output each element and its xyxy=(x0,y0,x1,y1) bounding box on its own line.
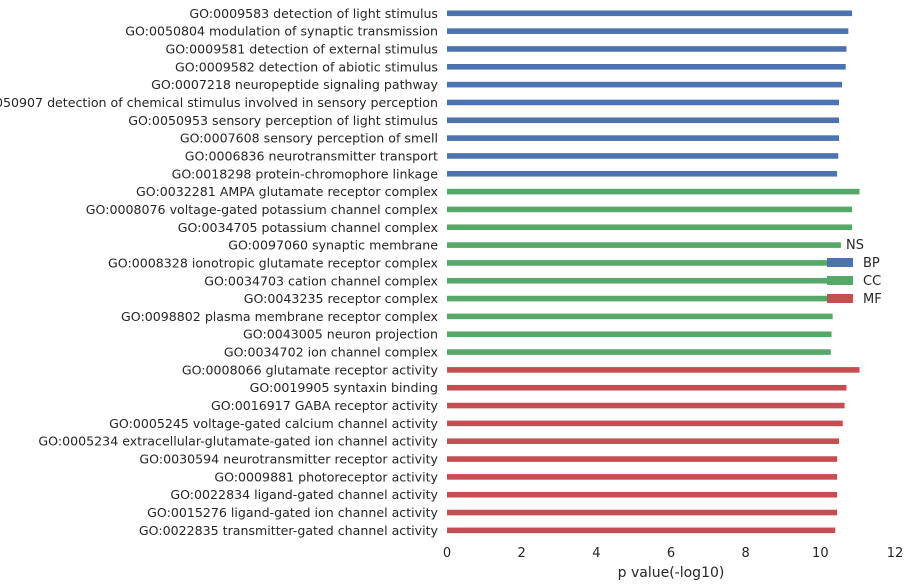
category-label: GO:0016917 GABA receptor activity xyxy=(211,398,439,413)
bar-cc-4 xyxy=(447,260,839,266)
category-label: GO:0008066 glutamate receptor activity xyxy=(182,362,439,377)
x-tick-label: 12 xyxy=(887,546,904,561)
bar-mf-8 xyxy=(447,509,838,516)
category-label: GO:0030594 neurotransmitter receptor act… xyxy=(139,452,438,467)
category-label: GO:0032281 AMPA glutamate receptor compl… xyxy=(136,184,439,199)
category-label: GO:0022835 transmitter-gated channel act… xyxy=(139,523,439,538)
x-tick-label: 8 xyxy=(742,546,750,561)
category-label: GO:0043235 receptor complex xyxy=(244,291,439,306)
bar-bp-1 xyxy=(447,28,849,34)
category-label: GO:0009583 detection of light stimulus xyxy=(189,6,438,21)
category-label: GO:0097060 synaptic membrane xyxy=(228,238,438,253)
category-label: GO:0009582 detection of abiotic stimulus xyxy=(175,59,438,74)
category-label: GO:0005234 extracellular-glutamate-gated… xyxy=(38,434,438,449)
bar-mf-1 xyxy=(447,384,847,391)
category-label: GO:0050804 modulation of synaptic transm… xyxy=(125,24,438,39)
bar-cc-0 xyxy=(447,188,860,195)
bar-bp-4 xyxy=(447,81,842,88)
bar-mf-7 xyxy=(447,491,838,498)
category-label: GO:0022834 ligand-gated channel activity xyxy=(170,487,438,502)
bar-cc-5 xyxy=(447,277,836,284)
legend-label-mf: MF xyxy=(863,292,882,307)
bar-mf-6 xyxy=(447,474,838,480)
category-label: GO:0007608 sensory perception of smell xyxy=(180,131,438,146)
category-label: GO:0098802 plasma membrane receptor comp… xyxy=(121,309,439,324)
x-axis-label: p value(-log10) xyxy=(618,565,725,581)
category-label: GO:0050953 sensory perception of light s… xyxy=(128,113,438,128)
bar-bp-6 xyxy=(447,117,839,124)
bar-cc-3 xyxy=(447,242,841,248)
bar-cc-6 xyxy=(447,295,835,302)
category-label: GO:0005245 voltage-gated calcium channel… xyxy=(109,416,438,431)
bar-bp-7 xyxy=(447,135,839,141)
bar-bp-8 xyxy=(447,153,839,159)
x-tick-label: 0 xyxy=(443,546,451,561)
bar-bp-2 xyxy=(447,46,847,52)
bar-cc-7 xyxy=(447,313,833,320)
bar-cc-2 xyxy=(447,224,853,231)
bar-bp-0 xyxy=(447,10,853,17)
category-label: GO:0018298 protein-chromophore linkage xyxy=(172,166,439,181)
category-label: GO:0009581 detection of external stimulu… xyxy=(165,41,438,56)
category-label: GO:0050907 detection of chemical stimulu… xyxy=(0,95,438,110)
bar-mf-2 xyxy=(447,402,845,409)
x-tick-label: 4 xyxy=(592,546,600,561)
x-axis: 0 2 4 6 8 10 12 xyxy=(443,546,903,561)
category-label: GO:0008328 ionotropic glutamate receptor… xyxy=(108,255,438,270)
category-label: GO:0034703 cation channel complex xyxy=(204,273,438,288)
legend: NS BP CC MF xyxy=(827,238,882,307)
legend-label-cc: CC xyxy=(863,274,881,289)
x-tick-label: 6 xyxy=(667,546,675,561)
bar-mf-9 xyxy=(447,527,836,534)
bars-group xyxy=(447,10,860,534)
bar-bp-9 xyxy=(447,170,838,177)
category-label: GO:0009881 photoreceptor activity xyxy=(214,469,438,484)
category-label: GO:0008076 voltage-gated potassium chann… xyxy=(86,202,439,217)
category-labels-group: GO:0009583 detection of light stimulus GO… xyxy=(0,6,439,538)
legend-title: NS xyxy=(846,238,864,253)
category-label: GO:0007218 neuropeptide signaling pathwa… xyxy=(151,77,438,92)
legend-swatch-mf xyxy=(827,294,853,303)
category-label: GO:0006836 neurotransmitter transport xyxy=(185,148,438,163)
legend-swatch-bp xyxy=(827,258,853,267)
bar-bp-3 xyxy=(447,63,846,70)
legend-swatch-cc xyxy=(827,276,853,285)
x-tick-label: 10 xyxy=(812,546,829,561)
category-label: GO:0015276 ligand-gated ion channel acti… xyxy=(147,505,438,520)
category-label: GO:0043005 neuron projection xyxy=(243,327,438,342)
legend-label-bp: BP xyxy=(863,256,880,271)
bar-cc-1 xyxy=(447,206,853,213)
bar-mf-4 xyxy=(447,438,839,445)
bar-mf-5 xyxy=(447,456,838,462)
x-tick-label: 2 xyxy=(518,546,526,561)
bar-cc-8 xyxy=(447,331,832,338)
bar-mf-3 xyxy=(447,420,843,427)
category-label: GO:0034705 potassium channel complex xyxy=(178,220,439,235)
category-label: GO:0019905 syntaxin binding xyxy=(250,380,438,395)
bar-mf-0 xyxy=(447,367,860,373)
category-label: GO:0034702 ion channel complex xyxy=(224,345,439,360)
bar-bp-5 xyxy=(447,99,839,106)
bar-cc-9 xyxy=(447,349,831,355)
